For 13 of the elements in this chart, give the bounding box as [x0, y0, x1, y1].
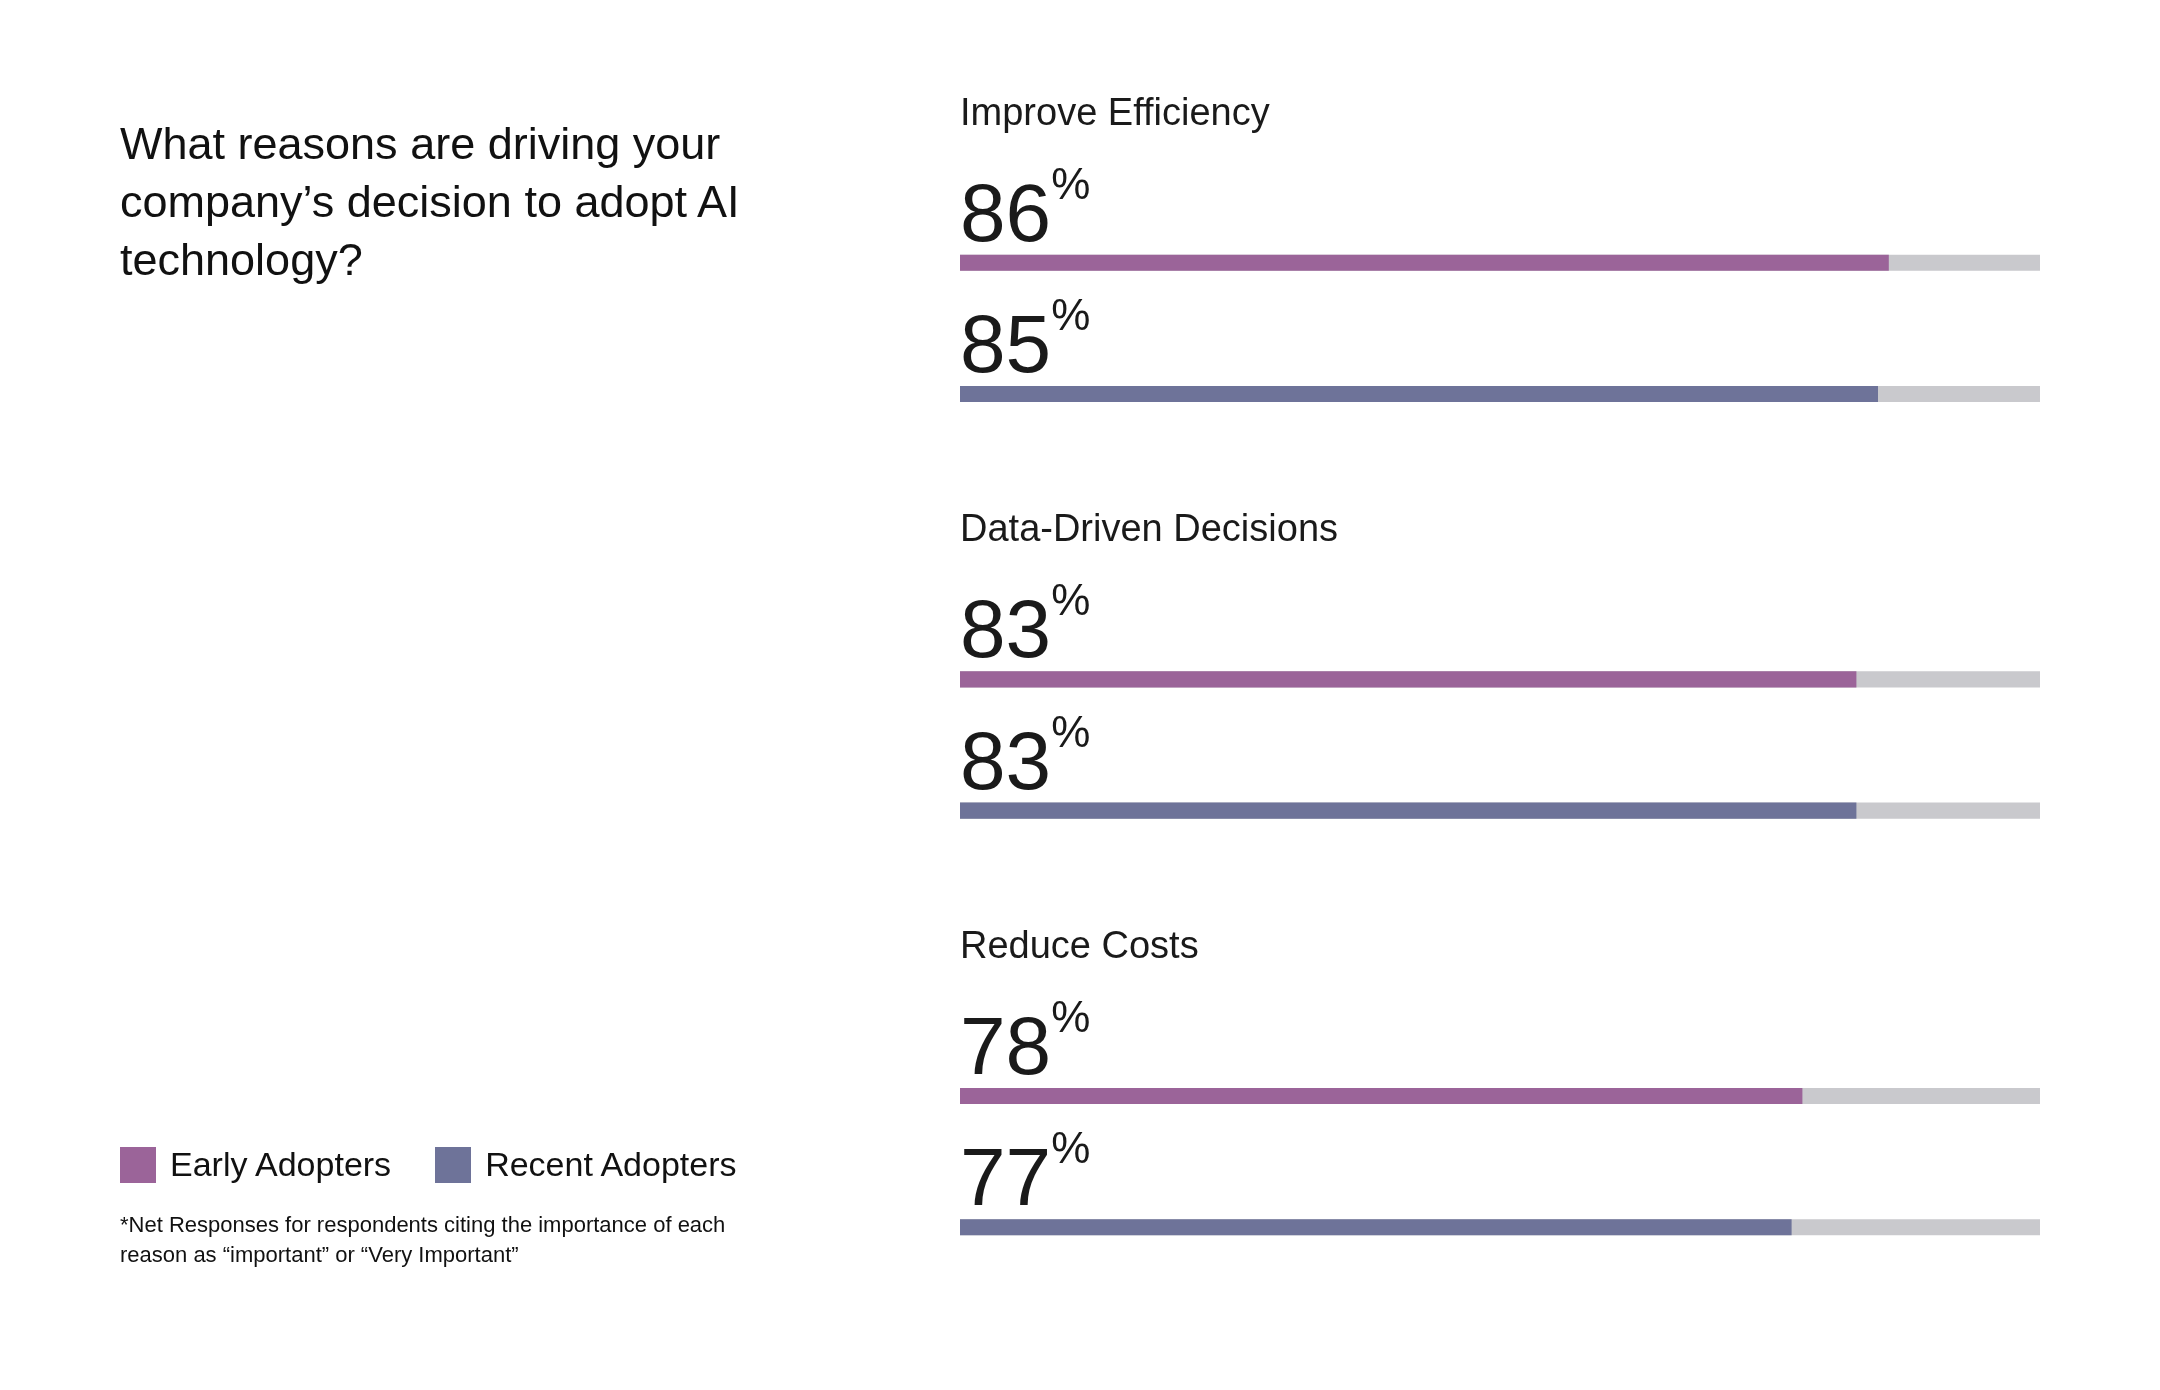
legend-label: Early Adopters — [170, 1145, 392, 1184]
y-tick-label: Improve Efficiency — [960, 90, 1270, 133]
data-label: 86% — [960, 158, 1091, 258]
data-label: 83% — [960, 575, 1091, 675]
text: *Net Responses for respondents citing the importance of each reason as “important” or “Very Important” — [120, 1211, 727, 1269]
data-label: 78% — [960, 992, 1091, 1092]
data-label: 77% — [960, 1123, 1091, 1223]
legend-label: Recent Adopters — [485, 1145, 737, 1184]
y-tick-label: Reduce Costs — [960, 924, 1199, 967]
data-label: 85% — [960, 289, 1091, 389]
y-tick-label: Data-Driven Decisions — [960, 507, 1339, 550]
text: What reasons are driving your company’s decision to adopt AI technology? — [120, 117, 741, 287]
data-label: 83% — [960, 706, 1091, 806]
